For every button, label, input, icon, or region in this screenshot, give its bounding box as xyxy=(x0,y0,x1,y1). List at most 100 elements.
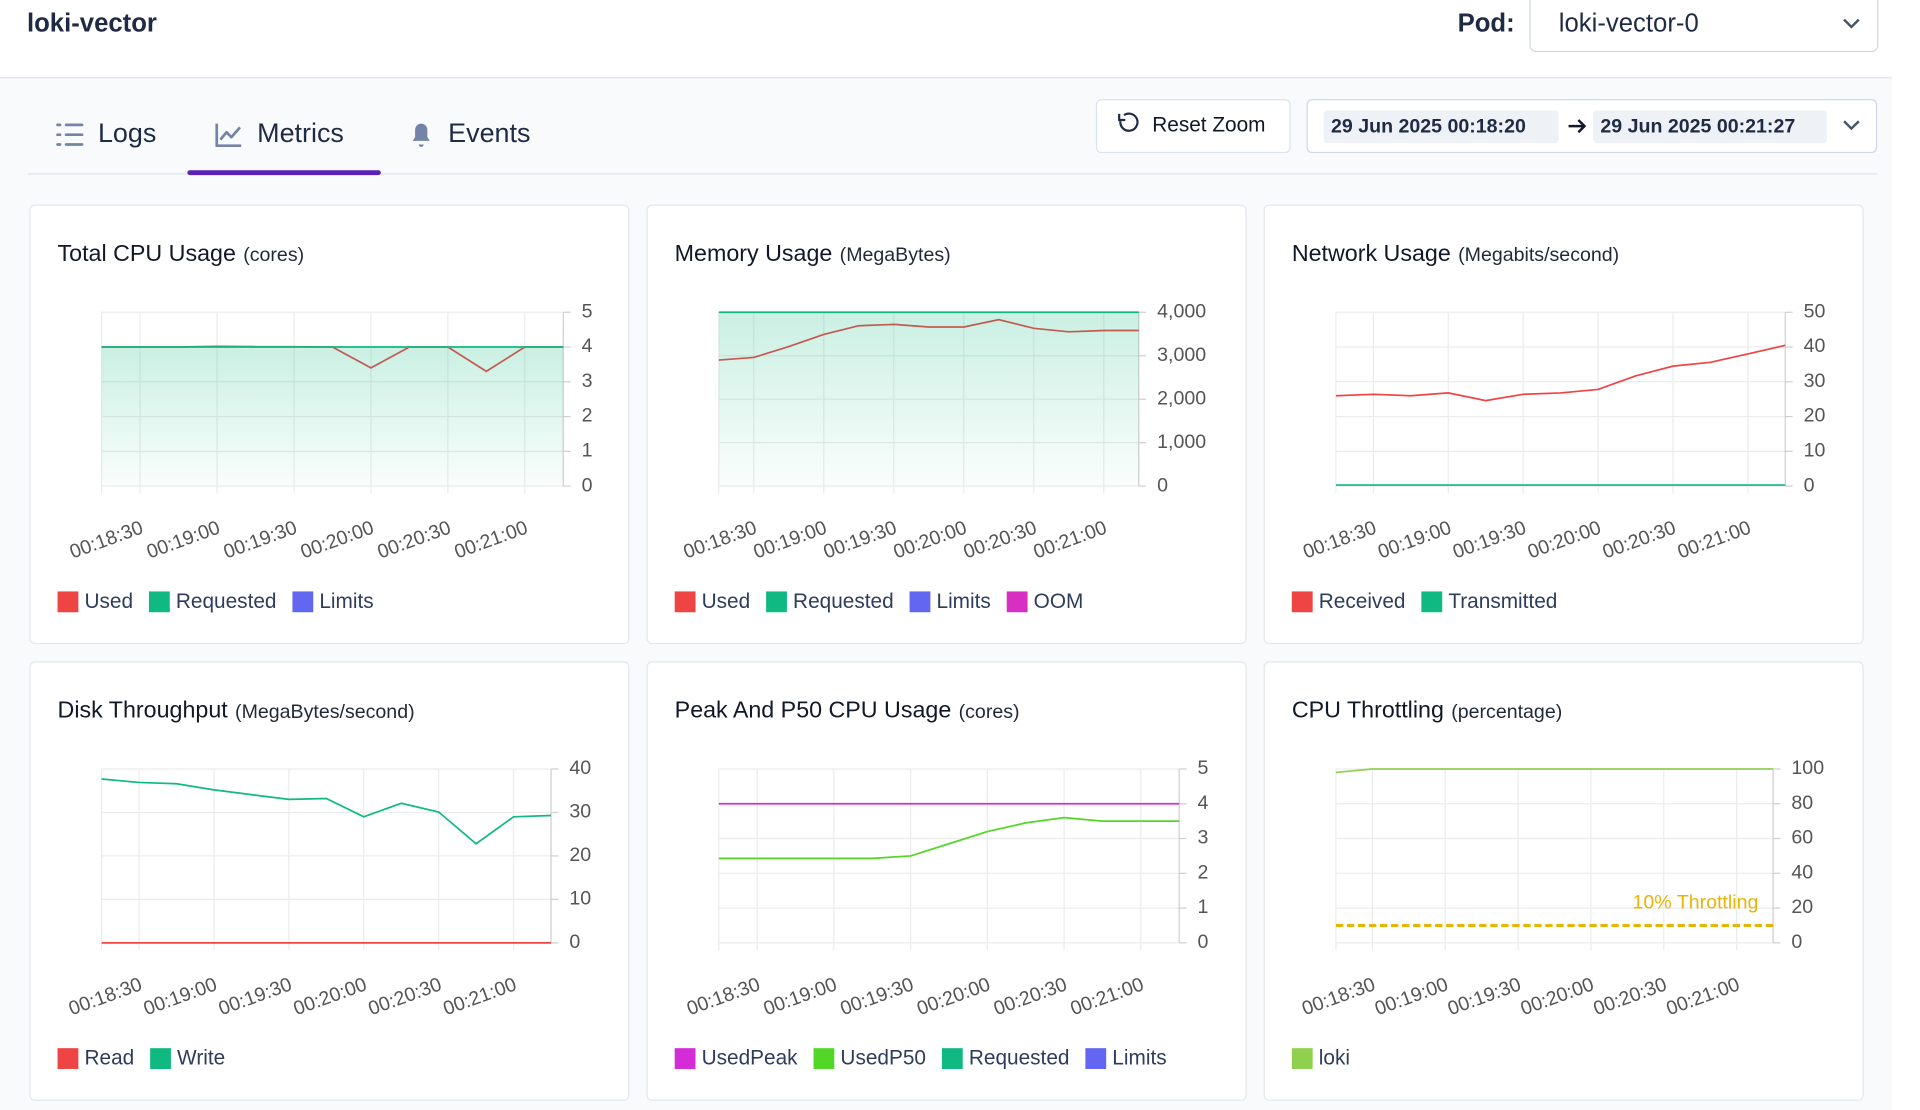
chart-card: CPU Throttling (percentage)02040608010000… xyxy=(1263,661,1864,1101)
y-tick-label: 30 xyxy=(569,801,591,823)
chart-unit: (Megabits/second) xyxy=(1458,244,1619,266)
logs-icon xyxy=(56,123,84,146)
series-line xyxy=(1335,344,1786,402)
legend-label: Used xyxy=(702,590,751,613)
chart-card: Total CPU Usage (cores)01234500:18:3000:1… xyxy=(29,204,630,645)
y-tick-label: 5 xyxy=(582,300,593,322)
y-tick-label: 2 xyxy=(582,405,593,427)
series-line xyxy=(718,816,1180,860)
card-box xyxy=(1263,204,1864,645)
legend-swatch xyxy=(150,1048,171,1069)
pod-select[interactable] xyxy=(1529,0,1879,53)
legend-swatch xyxy=(1421,591,1443,613)
metrics-icon xyxy=(215,123,242,148)
legend-label: Limits xyxy=(1112,1047,1166,1070)
card-box xyxy=(29,661,630,1101)
y-tick-label: 20 xyxy=(1804,405,1826,427)
y-tick-label: 0 xyxy=(569,931,580,953)
chart-card: Network Usage (Megabits/second) 0 10 20 30 40 5… xyxy=(1263,204,1864,645)
chart-unit: (cores) xyxy=(243,244,304,266)
chart-card: Disk Throughput (MegaBytes/second) 0 10 20 30… xyxy=(29,661,630,1101)
legend-swatch xyxy=(674,591,696,613)
tab-logs[interactable]: Logs xyxy=(56,118,157,148)
chart-unit: (MegaBytes/second) xyxy=(235,701,415,723)
y-tick-label: 30 xyxy=(1804,370,1826,392)
legend-swatch xyxy=(766,591,787,613)
card-box xyxy=(1263,661,1864,1101)
legend-label: UsedPeak xyxy=(702,1047,799,1070)
area xyxy=(101,347,564,487)
y-tick-label: 100 xyxy=(1791,757,1824,779)
y-tick-label: 1 xyxy=(582,440,593,462)
card-box xyxy=(646,661,1247,1101)
series-line xyxy=(1335,768,1774,774)
y-tick-label: 2 xyxy=(1198,861,1209,883)
arrow-icon xyxy=(1568,119,1587,134)
legend-swatch xyxy=(813,1048,835,1069)
y-tick-label: 4 xyxy=(582,335,593,357)
legend-swatch xyxy=(1006,591,1028,613)
legend-label: loki xyxy=(1319,1047,1350,1070)
y-tick-label: 10 xyxy=(569,888,591,910)
y-tick-label: 0 xyxy=(1198,931,1209,953)
page-title: loki-vector xyxy=(27,9,157,37)
chart-unit: (MegaBytes) xyxy=(840,244,951,266)
pod-value: loki-vector-0 xyxy=(1559,9,1699,37)
tab-label: Logs xyxy=(98,118,156,148)
reset-icon xyxy=(1118,112,1139,132)
chart-title: Network Usage xyxy=(1292,240,1451,266)
legend-label: Limits xyxy=(319,590,373,613)
y-tick-label: 50 xyxy=(1804,300,1826,322)
date-range[interactable]: 29 Jun 2025 00:18:20 29 Jun 2025 00:21:2… xyxy=(1306,99,1878,154)
y-tick-label: 40 xyxy=(1791,861,1813,883)
chart-card: Memory Usage (MegaBytes) 0 1,000 2,000 3,000 4… xyxy=(646,204,1247,645)
legend-label: Received xyxy=(1319,590,1406,613)
y-tick-label: 10 xyxy=(1804,440,1826,462)
chart-title: Disk Throughput xyxy=(58,697,229,723)
y-tick-label: 4 xyxy=(1198,792,1209,814)
tab-label: Metrics xyxy=(257,118,344,148)
date-pill xyxy=(1593,110,1827,144)
tab-events[interactable]: Events xyxy=(412,118,531,148)
legend-swatch xyxy=(57,1048,79,1069)
y-tick-label: 2,000 xyxy=(1157,387,1206,409)
area xyxy=(718,312,1139,487)
chart-title: Memory Usage xyxy=(675,240,833,266)
legend-label: Requested xyxy=(793,590,894,613)
y-tick-label: 60 xyxy=(1791,827,1813,849)
y-tick-label: 5 xyxy=(1198,757,1209,779)
chart-title: Peak And P50 CPU Usage xyxy=(675,697,952,723)
tab-label: Events xyxy=(448,118,530,148)
y-tick-label: 20 xyxy=(569,844,591,866)
y-tick-label: 20 xyxy=(1791,896,1813,918)
active-tab-indicator xyxy=(187,170,381,176)
legend-label: Read xyxy=(84,1047,134,1070)
reset-zoom-button[interactable]: Reset Zoom xyxy=(1095,99,1291,154)
chart-title: Total CPU Usage xyxy=(58,240,236,266)
y-tick-label: 3 xyxy=(582,370,593,392)
legend-swatch xyxy=(1291,591,1313,613)
legend-label: Transmitted xyxy=(1448,590,1557,613)
legend-label: OOM xyxy=(1034,590,1084,613)
date-from: 29 Jun 2025 00:18:20 xyxy=(1331,116,1526,138)
chart-unit: (cores) xyxy=(959,701,1020,723)
pod-label: Pod: xyxy=(1458,9,1515,37)
legend-swatch xyxy=(148,591,170,613)
chart-unit: (percentage) xyxy=(1451,701,1562,723)
y-tick-label: 40 xyxy=(1804,335,1826,357)
date-to: 29 Jun 2025 00:21:27 xyxy=(1600,116,1795,138)
legend-swatch xyxy=(909,591,931,613)
legend-swatch xyxy=(674,1048,696,1069)
legend-swatch xyxy=(1085,1048,1107,1069)
y-tick-label: 0 xyxy=(1804,474,1815,496)
y-tick-label: 3,000 xyxy=(1157,344,1206,366)
threshold-label: 10% Throttling xyxy=(1632,892,1758,914)
legend-swatch xyxy=(292,591,314,613)
y-tick-label: 40 xyxy=(569,757,591,779)
y-tick-label: 0 xyxy=(1157,474,1168,496)
legend-swatch xyxy=(941,1048,963,1069)
y-tick-label: 80 xyxy=(1791,792,1813,814)
tab-metrics[interactable]: Metrics xyxy=(215,118,344,148)
chart-card: Peak And P50 CPU Usage (cores)01234500:18… xyxy=(646,661,1247,1101)
